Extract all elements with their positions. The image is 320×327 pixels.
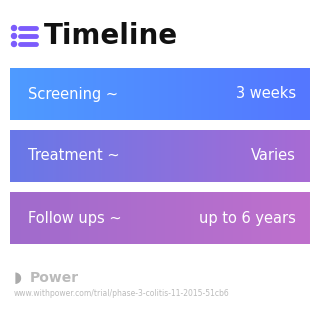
Text: Power: Power [30,271,79,285]
Text: Screening ~: Screening ~ [28,87,118,101]
Text: Timeline: Timeline [44,22,178,50]
FancyBboxPatch shape [10,192,310,244]
Circle shape [12,42,17,46]
Text: up to 6 years: up to 6 years [199,211,296,226]
Text: 3 weeks: 3 weeks [236,87,296,101]
FancyBboxPatch shape [10,68,310,120]
Text: Varies: Varies [251,148,296,164]
Text: ◗: ◗ [14,270,22,285]
Circle shape [12,26,17,30]
FancyBboxPatch shape [10,130,310,182]
Text: www.withpower.com/trial/phase-3-colitis-11-2015-51cb6: www.withpower.com/trial/phase-3-colitis-… [14,289,230,299]
Circle shape [12,33,17,39]
Text: Follow ups ~: Follow ups ~ [28,211,122,226]
Text: Treatment ~: Treatment ~ [28,148,120,164]
